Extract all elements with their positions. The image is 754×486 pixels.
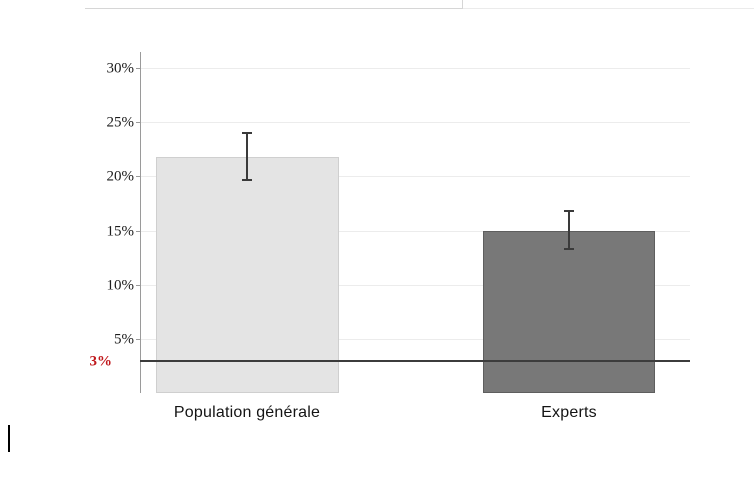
top-edge-line-left [85,8,463,9]
y-tick-label: 30% [106,60,135,77]
error-bar-cap-top [242,132,252,134]
y-tick-10 [136,284,140,286]
error-bar-cap-bottom [242,178,252,181]
error-bar-cap-top [564,210,574,212]
reference-line-label: 3% [89,353,113,369]
y-tick-15 [136,230,140,232]
gridline-20 [140,176,690,178]
y-tick-label: 20% [106,168,135,185]
y-tick-label: 5% [114,331,134,348]
y-axis-line [140,52,141,393]
error-bar-stem [568,211,570,249]
y-tick-25 [136,122,140,124]
reference-line [140,359,690,362]
x-tick-label: Population générale [173,404,321,421]
y-tick-30 [136,68,140,69]
y-tick-label: 15% [106,223,135,239]
y-tick-20 [136,176,140,178]
cursor-artifact [8,425,10,452]
y-tick-5 [136,338,140,340]
y-tick-label: 25% [106,114,135,131]
bar-experts [483,230,655,393]
error-bar-stem [246,133,248,180]
x-tick-label: Experts [541,404,597,421]
y-tick-label: 10% [106,277,135,294]
gridline-30 [140,68,690,69]
top-edge-line-right [463,8,754,9]
gridline-10 [140,284,690,286]
error-bar-cap-bottom [564,247,574,250]
bar-population-generale [155,156,339,393]
top-edge-notch [462,0,463,9]
gridline-25 [140,122,690,124]
gridline-5 [140,338,690,340]
gridline-15 [140,230,690,232]
